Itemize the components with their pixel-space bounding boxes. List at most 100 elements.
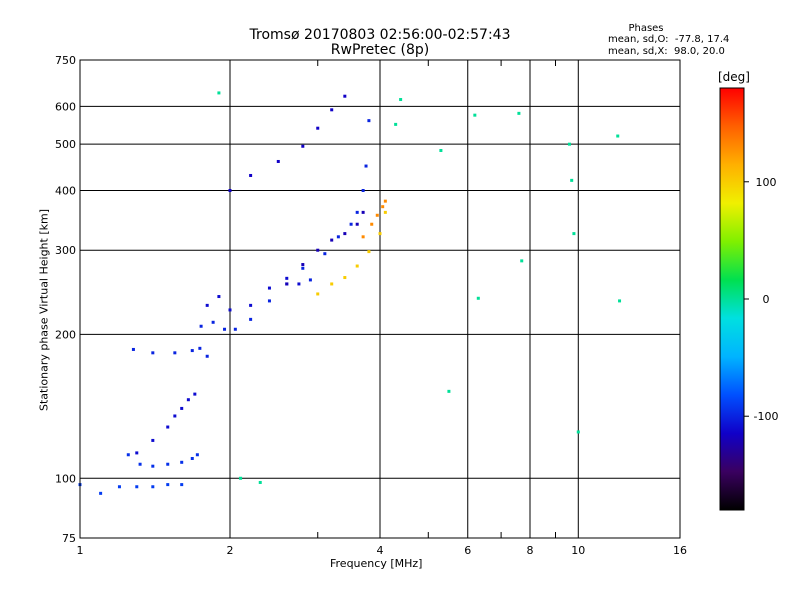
y-tick-label: 75 <box>62 532 76 545</box>
data-point <box>173 351 177 355</box>
data-point <box>249 173 253 177</box>
y-tick-label: 600 <box>55 100 76 113</box>
data-point <box>186 398 190 402</box>
data-point <box>383 199 387 203</box>
data-point <box>211 320 215 324</box>
data-point <box>343 232 347 236</box>
colorbar <box>719 87 745 511</box>
data-point <box>473 113 477 117</box>
data-point <box>616 134 620 138</box>
data-point <box>439 148 443 152</box>
data-point <box>520 259 524 263</box>
data-point <box>198 346 202 350</box>
data-point <box>135 485 139 489</box>
data-point <box>367 250 371 254</box>
data-point <box>135 451 139 455</box>
data-point <box>367 119 371 123</box>
data-point <box>316 126 320 130</box>
y-tick-label: 400 <box>55 184 76 197</box>
x-axis-label: Frequency [MHz] <box>330 557 423 570</box>
data-point <box>394 122 398 126</box>
data-point <box>285 276 289 280</box>
data-point <box>570 178 574 182</box>
y-tick-label: 750 <box>55 54 76 67</box>
data-point <box>330 282 334 286</box>
colorbar-tick-label: -100 <box>754 410 779 423</box>
x-tick-label: 1 <box>77 544 84 557</box>
phase-stats-x: mean, sd,X: 98.0, 20.0 <box>608 46 725 57</box>
data-point <box>330 108 334 112</box>
data-point <box>166 462 170 466</box>
data-point <box>151 485 155 489</box>
data-point <box>343 276 347 280</box>
data-point <box>267 299 271 303</box>
data-point <box>193 392 197 396</box>
data-point <box>151 438 155 442</box>
data-point <box>355 210 359 214</box>
data-point <box>361 188 365 192</box>
data-point <box>572 232 576 236</box>
data-point <box>138 462 142 466</box>
data-point <box>228 188 232 192</box>
data-point <box>297 282 301 286</box>
data-point <box>249 303 253 307</box>
data-point <box>567 142 571 146</box>
data-point <box>258 480 262 484</box>
data-point <box>364 164 368 168</box>
data-point <box>349 222 353 226</box>
data-point <box>301 144 305 148</box>
data-point <box>517 111 521 115</box>
y-tick-label: 100 <box>55 472 76 485</box>
data-point <box>361 210 365 214</box>
phase-stats-title: Phases <box>628 23 664 34</box>
y-tick-label: 300 <box>55 244 76 257</box>
y-tick-label: 500 <box>55 138 76 151</box>
data-point <box>378 232 382 236</box>
data-point <box>323 252 327 256</box>
data-point <box>151 464 155 468</box>
data-point <box>316 248 320 252</box>
x-tick-label: 10 <box>571 544 585 557</box>
x-tick-label: 2 <box>227 544 234 557</box>
data-point <box>166 425 170 429</box>
data-point <box>276 159 280 163</box>
x-tick-label: 16 <box>673 544 687 557</box>
data-point <box>370 222 374 226</box>
x-tick-label: 6 <box>464 544 471 557</box>
colorbar-tick-label: 0 <box>763 293 770 306</box>
data-point <box>576 430 580 434</box>
data-point <box>166 483 170 487</box>
data-point <box>476 296 480 300</box>
data-point <box>308 278 312 282</box>
data-point <box>399 98 403 102</box>
data-point <box>355 222 359 226</box>
data-point <box>239 476 243 480</box>
data-point <box>205 303 209 307</box>
data-point <box>301 266 305 270</box>
x-tick-label: 8 <box>527 544 534 557</box>
phase-stats-o: mean, sd,O: -77.8, 17.4 <box>608 34 730 45</box>
data-point <box>131 347 135 351</box>
data-point <box>151 351 155 355</box>
data-point <box>618 299 622 303</box>
y-tick-label: 200 <box>55 328 76 341</box>
data-point <box>330 238 334 242</box>
data-point <box>99 491 103 495</box>
data-point <box>336 235 340 239</box>
data-point <box>267 286 271 290</box>
data-point <box>180 483 184 487</box>
chart-subtitle: RwPretec (8p) <box>330 42 430 58</box>
data-point <box>190 456 194 460</box>
data-point <box>383 210 387 214</box>
data-point <box>285 282 289 286</box>
data-point <box>180 460 184 464</box>
data-point <box>205 354 209 358</box>
data-point <box>249 317 253 321</box>
data-point <box>301 263 305 267</box>
data-point <box>223 327 227 331</box>
colorbar-tick-label: 100 <box>756 176 777 189</box>
chart-title: Tromsø 20170803 02:56:00-02:57:43 <box>249 27 511 43</box>
data-point <box>217 295 221 299</box>
